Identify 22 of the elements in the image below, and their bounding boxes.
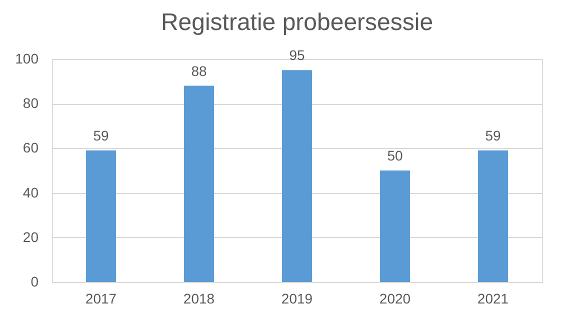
x-tick-label: 2020 [379, 290, 411, 306]
data-label: 50 [387, 148, 403, 164]
chart-title: Registratie probeersessie [160, 9, 434, 36]
y-tick-label: 60 [22, 140, 39, 156]
bar [478, 150, 508, 282]
bar [184, 86, 214, 282]
bar [86, 150, 116, 282]
y-tick-label: 20 [22, 228, 39, 245]
data-label: 59 [485, 127, 501, 144]
bar [380, 170, 410, 282]
y-tick-label: 100 [15, 50, 39, 66]
data-label: 95 [289, 47, 305, 64]
y-tick-label: 40 [22, 184, 39, 200]
data-label: 88 [191, 62, 207, 79]
data-label: 59 [93, 127, 109, 144]
y-tick-label: 0 [30, 274, 39, 290]
x-tick-label: 2017 [85, 290, 117, 306]
x-tick-label: 2019 [281, 290, 313, 306]
x-tick-label: 2021 [477, 290, 509, 306]
x-tick-label: 2018 [183, 290, 215, 306]
bar [282, 70, 312, 282]
y-tick-label: 80 [22, 95, 39, 112]
